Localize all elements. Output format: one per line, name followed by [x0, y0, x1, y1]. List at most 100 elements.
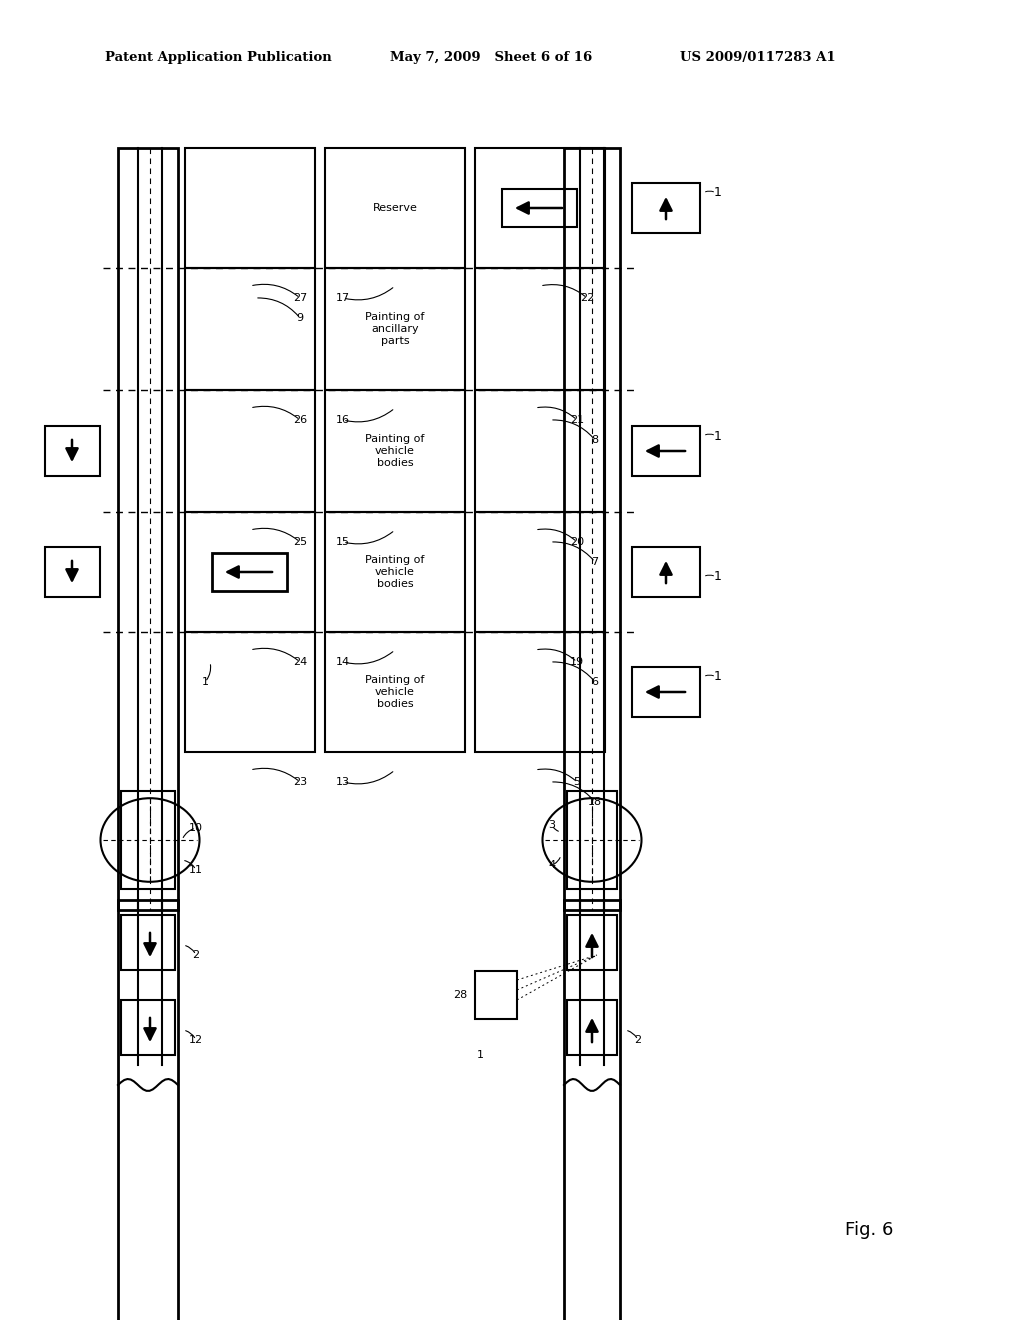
Text: 7: 7	[592, 557, 599, 568]
Text: US 2009/0117283 A1: US 2009/0117283 A1	[680, 51, 836, 65]
FancyArrowPatch shape	[258, 298, 298, 315]
Bar	[564, 900, 620, 1320]
Bar	[567, 1001, 617, 1055]
Bar	[212, 553, 287, 591]
Text: 5: 5	[573, 777, 581, 787]
Text: 1: 1	[476, 1049, 483, 1060]
FancyArrowPatch shape	[538, 649, 574, 660]
Bar	[185, 512, 315, 632]
Text: 27: 27	[293, 293, 307, 304]
Text: 1: 1	[714, 671, 722, 684]
Bar	[325, 632, 465, 752]
Bar	[121, 915, 175, 970]
FancyArrowPatch shape	[555, 858, 560, 863]
FancyArrowPatch shape	[538, 407, 574, 418]
Text: 12: 12	[189, 1035, 203, 1045]
Text: 9: 9	[296, 313, 303, 323]
Bar	[632, 183, 700, 234]
Text: 25: 25	[293, 537, 307, 546]
FancyArrowPatch shape	[183, 829, 194, 837]
Bar	[45, 426, 100, 477]
Text: 1: 1	[202, 677, 209, 686]
FancyArrowPatch shape	[184, 861, 195, 867]
Text: Painting of
vehicle
bodies: Painting of vehicle bodies	[366, 556, 425, 589]
Text: 24: 24	[293, 657, 307, 667]
FancyArrowPatch shape	[538, 529, 574, 540]
Text: May 7, 2009   Sheet 6 of 16: May 7, 2009 Sheet 6 of 16	[390, 51, 592, 65]
Text: 23: 23	[293, 777, 307, 787]
FancyArrowPatch shape	[207, 665, 211, 680]
Text: 19: 19	[570, 657, 584, 667]
Text: 16: 16	[336, 414, 350, 425]
Text: 6: 6	[592, 677, 598, 686]
Text: 8: 8	[592, 436, 599, 445]
Bar	[121, 791, 175, 890]
Bar	[632, 426, 700, 477]
Text: 1: 1	[714, 186, 722, 199]
Text: 20: 20	[570, 537, 584, 546]
FancyArrowPatch shape	[253, 284, 298, 296]
Text: Patent Application Publication: Patent Application Publication	[105, 51, 332, 65]
Bar	[185, 632, 315, 752]
FancyArrowPatch shape	[253, 648, 298, 660]
Bar	[567, 915, 617, 970]
FancyArrowPatch shape	[185, 1031, 195, 1038]
FancyArrowPatch shape	[553, 781, 593, 800]
Text: 22: 22	[580, 293, 594, 304]
Text: Painting of
ancillary
parts: Painting of ancillary parts	[366, 313, 425, 346]
Bar	[632, 546, 700, 597]
Bar	[475, 632, 605, 752]
Bar	[118, 900, 178, 1320]
FancyArrowPatch shape	[346, 532, 393, 544]
Text: 2: 2	[193, 950, 200, 960]
FancyArrowPatch shape	[253, 768, 298, 780]
Text: 3: 3	[549, 820, 555, 830]
Text: 4: 4	[549, 861, 556, 870]
Bar	[475, 268, 605, 389]
Text: 11: 11	[189, 865, 203, 875]
FancyArrowPatch shape	[628, 1031, 637, 1038]
Bar	[475, 148, 605, 268]
Bar	[118, 148, 178, 909]
FancyArrowPatch shape	[346, 409, 393, 422]
Text: 1: 1	[714, 429, 722, 442]
Text: 28: 28	[453, 990, 467, 1001]
FancyArrowPatch shape	[185, 945, 195, 953]
Text: 2: 2	[635, 1035, 642, 1045]
Text: 21: 21	[570, 414, 584, 425]
FancyArrowPatch shape	[553, 543, 593, 560]
Bar	[502, 189, 577, 227]
Text: 10: 10	[189, 822, 203, 833]
Text: 15: 15	[336, 537, 350, 546]
FancyArrowPatch shape	[346, 772, 393, 784]
Text: Reserve: Reserve	[373, 203, 418, 213]
Bar	[475, 389, 605, 512]
FancyArrowPatch shape	[253, 528, 298, 540]
FancyArrowPatch shape	[553, 661, 593, 680]
Text: 18: 18	[588, 797, 602, 807]
Bar	[325, 268, 465, 389]
Bar	[632, 667, 700, 717]
FancyArrowPatch shape	[538, 770, 574, 780]
FancyArrowPatch shape	[543, 285, 585, 296]
Bar	[325, 148, 465, 268]
Text: Painting of
vehicle
bodies: Painting of vehicle bodies	[366, 676, 425, 709]
Bar	[121, 1001, 175, 1055]
Bar	[325, 389, 465, 512]
Bar	[45, 546, 100, 597]
FancyArrowPatch shape	[553, 828, 558, 832]
Bar	[185, 148, 315, 268]
Text: Fig. 6: Fig. 6	[845, 1221, 893, 1239]
Text: 26: 26	[293, 414, 307, 425]
Bar	[185, 389, 315, 512]
Bar	[185, 268, 315, 389]
Text: Painting of
vehicle
bodies: Painting of vehicle bodies	[366, 434, 425, 467]
Bar	[475, 972, 517, 1019]
Text: 17: 17	[336, 293, 350, 304]
Bar	[567, 791, 617, 890]
Text: 1: 1	[714, 570, 722, 583]
FancyArrowPatch shape	[553, 420, 593, 438]
Bar	[475, 512, 605, 632]
FancyArrowPatch shape	[346, 288, 393, 300]
Bar	[564, 148, 620, 909]
